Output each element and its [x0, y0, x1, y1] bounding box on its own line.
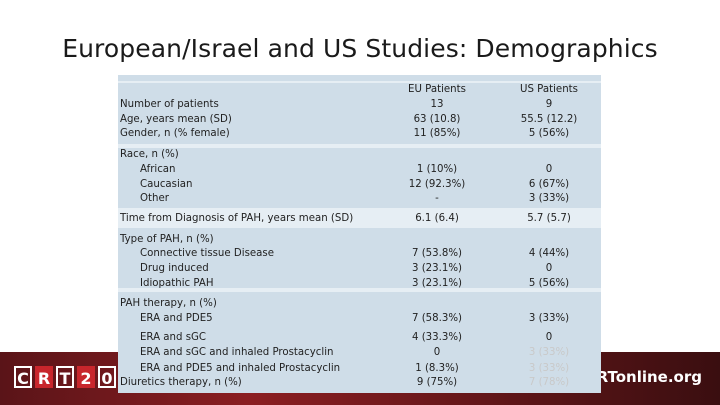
section-label: Race, n (%) [120, 149, 179, 160]
row-label: ERA and sGC [140, 332, 207, 343]
us-value: 5 (56%) [528, 128, 570, 139]
logo-letter: T [56, 366, 74, 388]
eu-value: 3 (23.1%) [411, 263, 463, 274]
row-label: Diuretics therapy, n (%) [120, 377, 242, 388]
us-value: 3 (33%) [528, 363, 570, 374]
us-value: 9 [545, 99, 553, 110]
us-value: 0 [545, 263, 553, 274]
eu-value: 7 (58.3%) [411, 313, 463, 324]
row-label: Number of patients [120, 99, 219, 110]
logo-letter: R [35, 366, 53, 388]
eu-value: 11 (85%) [413, 128, 461, 139]
eu-value: 4 (33.3%) [411, 332, 463, 343]
section-label: Type of PAH, n (%) [120, 234, 214, 245]
us-value: 6 (67%) [528, 179, 570, 190]
us-value: 3 (33%) [528, 347, 570, 358]
eu-value: 0 [433, 347, 441, 358]
row-label: Other [140, 193, 169, 204]
row-label: Caucasian [140, 179, 193, 190]
eu-header: EU Patients [408, 84, 466, 95]
eu-value: - [435, 193, 439, 204]
eu-value: 13 [430, 99, 444, 110]
eu-value: 63 (10.8) [413, 114, 461, 125]
eu-value: 12 (92.3%) [408, 179, 466, 190]
row-label: African [140, 164, 176, 175]
eu-value: 9 (75%) [416, 377, 458, 388]
row-label: Gender, n (% female) [120, 128, 230, 139]
logo-letter: 2 [77, 366, 95, 388]
logo-letter: C [14, 366, 32, 388]
eu-value: 1 (10%) [416, 164, 458, 175]
demographics-table: EU Patients US Patients Number of patien… [118, 75, 601, 393]
row-label: ERA and PDE5 [140, 313, 213, 324]
us-value: 7 (78%) [528, 377, 570, 388]
crt-logo: C R T 2 0 [14, 366, 116, 388]
row-label: ERA and sGC and inhaled Prostacyclin [140, 347, 334, 358]
logo-letter: 0 [98, 366, 116, 388]
row-label: ERA and PDE5 and inhaled Prostacyclin [140, 363, 341, 374]
us-value: 5.7 (5.7) [527, 213, 571, 224]
eu-value: 3 (23.1%) [411, 278, 463, 289]
site-url: CRTonline.org [585, 368, 702, 386]
row-label: Idiopathic PAH [140, 278, 214, 289]
us-value: 4 (44%) [528, 248, 570, 259]
eu-value: 6.1 (6.4) [415, 213, 459, 224]
slide-title: European/Israel and US Studies: Demograp… [62, 34, 658, 63]
us-value: 3 (33%) [528, 313, 570, 324]
eu-value: 7 (53.8%) [411, 248, 463, 259]
row-label: Connective tissue Disease [140, 248, 274, 259]
us-value: 5 (56%) [528, 278, 570, 289]
us-value: 55.5 (12.2) [520, 114, 578, 125]
row-label: Time from Diagnosis of PAH, years mean (… [120, 213, 354, 224]
section-label: PAH therapy, n (%) [120, 298, 217, 309]
us-value: 0 [545, 164, 553, 175]
us-header: US Patients [520, 84, 578, 95]
eu-value: 1 (8.3%) [415, 363, 459, 374]
row-label: Drug induced [140, 263, 209, 274]
row-label: Age, years mean (SD) [120, 114, 232, 125]
us-value: 0 [545, 332, 553, 343]
us-value: 3 (33%) [528, 193, 570, 204]
